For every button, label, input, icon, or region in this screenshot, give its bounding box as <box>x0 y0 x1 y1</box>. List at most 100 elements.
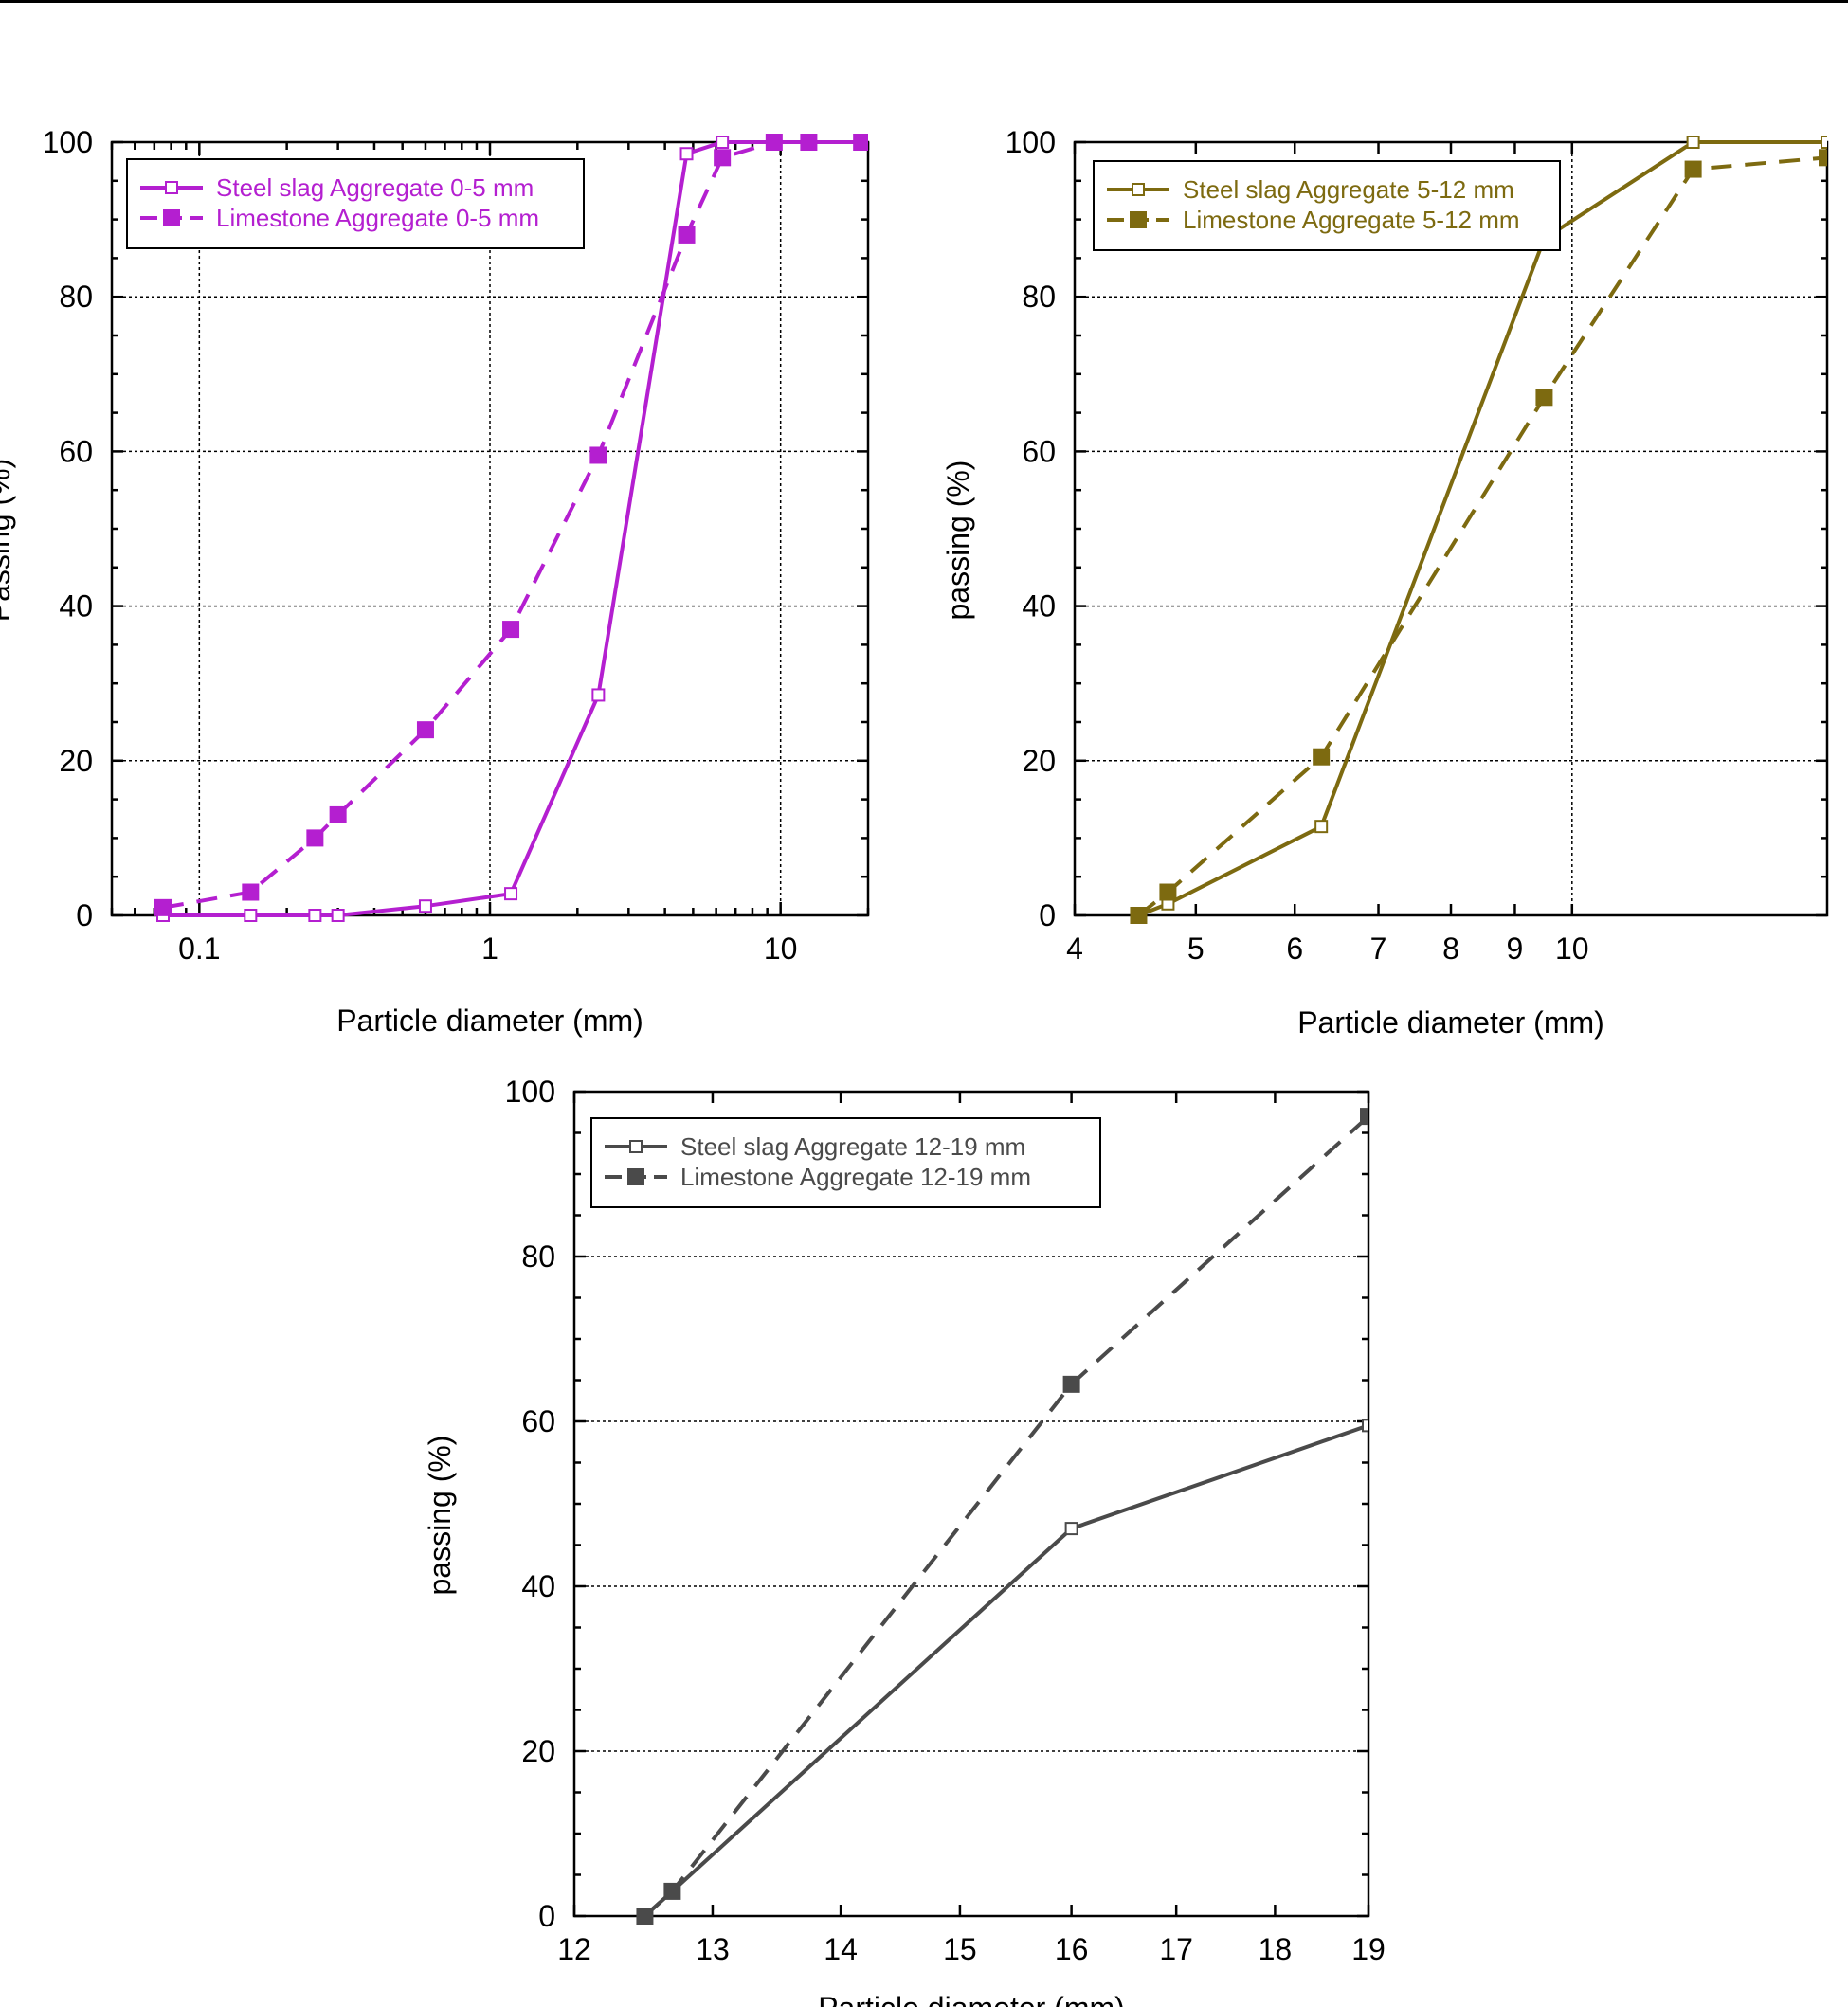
data-point-marker <box>591 688 606 702</box>
data-point-marker <box>1159 883 1177 901</box>
legend-swatch-marker <box>629 1140 643 1153</box>
x-tick-label: 12 <box>557 1932 591 1966</box>
data-point-marker <box>244 909 258 922</box>
data-point-marker <box>1362 1419 1368 1433</box>
data-point-marker <box>1684 160 1702 178</box>
data-point-marker <box>714 149 732 167</box>
y-tick-label: 20 <box>59 744 93 778</box>
x-axis-title: Particle diameter (mm) <box>336 1004 643 1038</box>
series-steel-slag <box>156 136 868 922</box>
series-line <box>643 1423 1368 1918</box>
x-axis-title: Particle diameter (mm) <box>818 1991 1125 2007</box>
x-tick-label: 17 <box>1159 1932 1193 1966</box>
x-tick-label: 10 <box>1555 931 1589 966</box>
y-tick-label: 40 <box>59 589 93 624</box>
data-point-marker <box>1313 748 1331 766</box>
y-tick-label: 80 <box>59 280 93 314</box>
data-point-marker <box>1130 907 1148 924</box>
legend-swatch-marker <box>1130 211 1147 228</box>
y-tick-label: 40 <box>521 1569 555 1603</box>
data-point-marker <box>1819 149 1827 167</box>
x-tick-label: 9 <box>1507 931 1524 966</box>
legend-box <box>126 158 585 249</box>
data-point-marker <box>765 134 783 151</box>
y-tick-label: 100 <box>1006 125 1056 159</box>
x-tick-label: 5 <box>1187 931 1205 966</box>
series-line <box>162 140 862 910</box>
y-tick-label: 100 <box>43 125 93 159</box>
y-tick-label: 0 <box>1039 898 1056 932</box>
y-tick-label: 20 <box>1022 744 1056 778</box>
plot-frame <box>572 1090 1370 1918</box>
data-point-marker <box>154 898 172 916</box>
y-tick-label: 80 <box>1022 280 1056 314</box>
x-tick-label: 18 <box>1259 1932 1293 1966</box>
legend-swatch-marker <box>165 181 178 194</box>
data-point-marker <box>678 226 696 244</box>
y-tick-label: 60 <box>521 1404 555 1438</box>
y-axis-title: passing (%) <box>941 461 975 621</box>
series-steel-slag <box>1132 136 1827 922</box>
legend-label: Steel slag Aggregate 5-12 mm <box>1183 175 1514 204</box>
series-line <box>1137 155 1827 917</box>
chart-3: 0 20 40 60 80 100 12 13 14 15 16 17 18 19 Particle dia… <box>423 1075 1386 2007</box>
data-point-marker <box>1686 136 1700 149</box>
data-point-marker <box>504 887 518 901</box>
data-point-marker <box>589 446 607 464</box>
data-point-marker <box>1821 136 1827 149</box>
top-border-rule <box>0 0 1848 3</box>
legend-swatch-marker <box>627 1168 644 1185</box>
data-point-marker <box>306 829 324 847</box>
data-point-marker <box>502 621 520 639</box>
chart-2: 0 20 40 60 80 100 4 5 6 7 8 9 10 Particle diameter (m… <box>941 125 1829 1040</box>
y-tick-label: 60 <box>59 434 93 468</box>
x-axis-title: Particle diameter (mm) <box>1297 1005 1604 1040</box>
data-point-marker <box>418 899 432 913</box>
y-tick-label: 100 <box>505 1075 555 1109</box>
y-tick-label: 60 <box>1022 434 1056 468</box>
x-tick-label: 4 <box>1066 931 1083 966</box>
data-point-marker <box>242 883 260 901</box>
data-point-marker <box>1062 1375 1080 1393</box>
x-tick-label: 15 <box>943 1932 977 1966</box>
x-tick-label: 0.1 <box>178 931 220 966</box>
plot-frame <box>1073 140 1829 917</box>
data-point-marker <box>663 1882 681 1900</box>
y-tick-label: 80 <box>521 1239 555 1274</box>
data-point-marker <box>679 147 694 161</box>
legend-box <box>590 1117 1101 1208</box>
y-tick-label: 0 <box>76 898 93 932</box>
x-tick-label: 16 <box>1055 1932 1089 1966</box>
x-tick-label: 10 <box>764 931 798 966</box>
series-limestone <box>636 1108 1368 1925</box>
x-tick-label: 19 <box>1351 1932 1386 1966</box>
series-line <box>643 1114 1368 1918</box>
series-limestone <box>1130 149 1827 924</box>
data-point-marker <box>853 134 868 151</box>
series-limestone <box>154 134 868 916</box>
legend-label: Limestone Aggregate 5-12 mm <box>1183 206 1520 234</box>
x-tick-label: 1 <box>481 931 498 966</box>
data-point-marker <box>308 909 322 922</box>
legend-swatch-marker <box>163 209 180 226</box>
x-tick-label: 8 <box>1442 931 1459 966</box>
legend-label: Limestone Aggregate 12-19 mm <box>680 1163 1031 1191</box>
data-point-marker <box>716 136 730 149</box>
x-tick-label: 13 <box>696 1932 730 1966</box>
data-point-marker <box>1360 1108 1368 1126</box>
y-tick-label: 20 <box>521 1734 555 1768</box>
y-axis-title: passing (%) <box>423 1436 457 1596</box>
data-point-marker <box>1314 820 1329 834</box>
data-point-marker <box>416 721 434 739</box>
y-axis-title: Passing (%) <box>0 459 16 623</box>
data-point-marker <box>331 909 345 922</box>
y-tick-label: 40 <box>1022 589 1056 624</box>
x-tick-label: 7 <box>1370 931 1387 966</box>
legend-label: Steel slag Aggregate 12-19 mm <box>680 1132 1025 1161</box>
legend-box <box>1093 160 1561 251</box>
series-line <box>163 140 862 917</box>
